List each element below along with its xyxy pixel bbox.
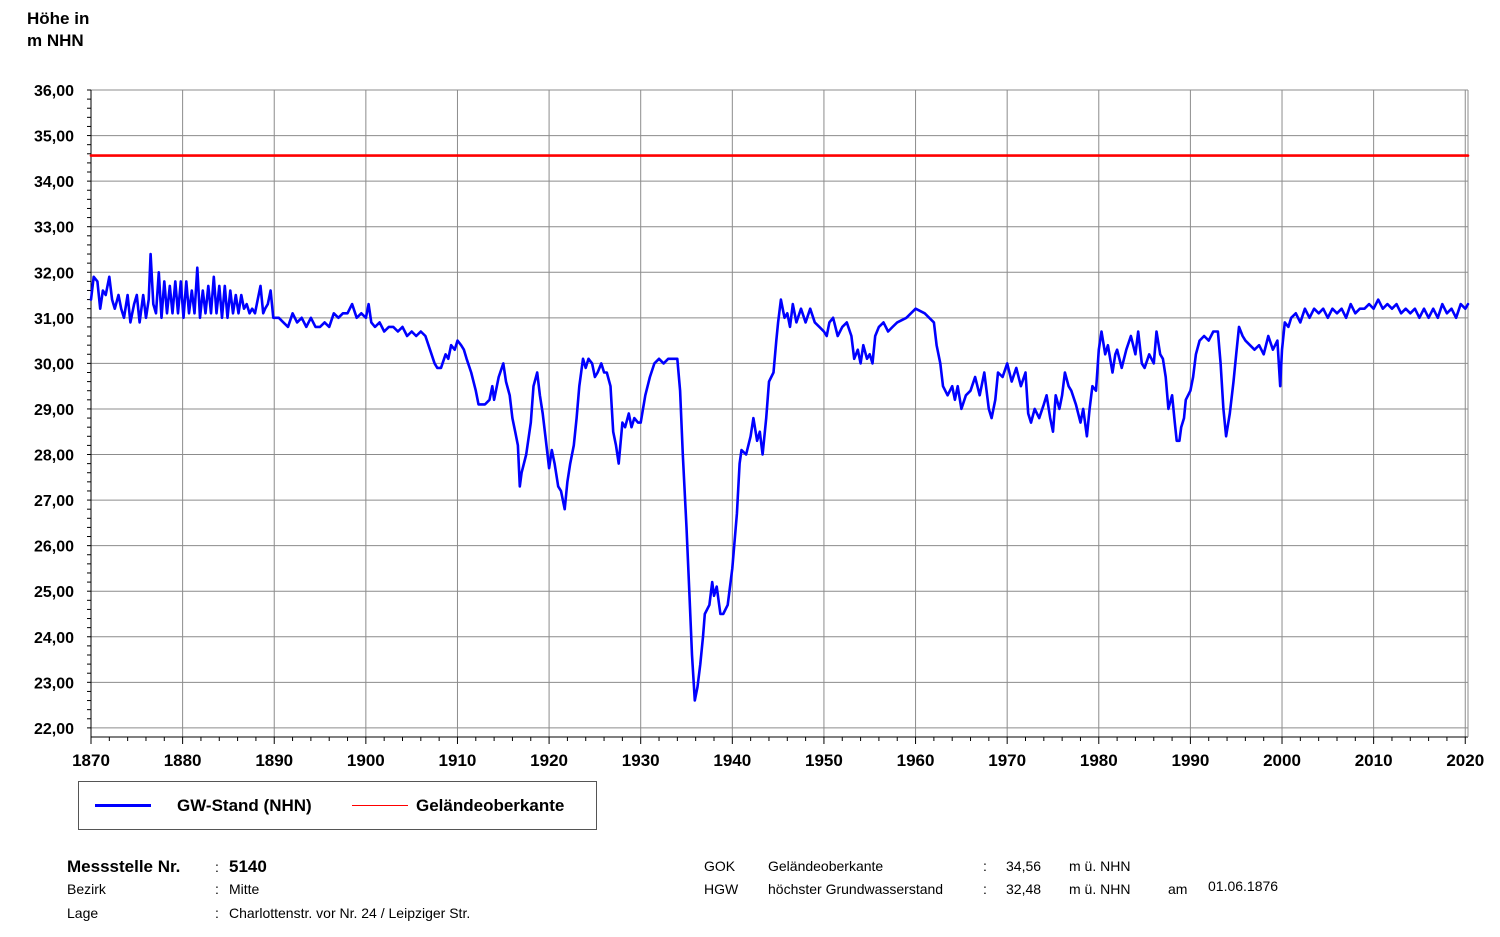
y-axis-title: Höhe in m NHN [27,8,89,52]
y-tick-label: 22,00 [34,721,74,738]
x-tick-label: 2010 [1355,751,1393,770]
y-tick-label: 26,00 [34,539,74,556]
y-tick-label: 36,00 [34,83,74,100]
hgw-abbr: HGW [704,881,739,897]
district-value: Mitte [229,881,260,897]
x-tick-label: 1920 [530,751,568,770]
x-tick-label: 1930 [622,751,660,770]
location-label: Lage [67,905,99,921]
legend-swatch-gw-stand [95,804,151,807]
y-tick-label: 35,00 [34,129,74,146]
y-tick-label: 31,00 [34,311,74,328]
x-tick-label: 1980 [1080,751,1118,770]
gok-value: 34,56 [1006,858,1042,874]
hgw-am: am [1168,881,1188,897]
chart-axes [87,89,1469,744]
chart-legend: GW-Stand (NHN) Geländeoberkante [78,781,597,830]
gok-label: Geländeoberkante [768,858,884,874]
y-tick-label: 27,00 [34,493,74,510]
legend-swatch-gelaendeoberkante [352,805,408,806]
x-tick-label: 1870 [72,751,110,770]
x-tick-label: 2020 [1446,751,1484,770]
station-label: Messstelle Nr. [67,857,181,876]
hgw-label: höchster Grundwasserstand [768,881,944,897]
district-sep: : [215,881,219,897]
gok-sep: : [983,858,987,874]
legend-item-gelaendeoberkante: Geländeoberkante [352,782,564,829]
chart-series [89,154,1470,702]
y-tick-label: 25,00 [34,584,74,601]
legend-label-gw-stand: GW-Stand (NHN) [177,795,312,815]
y-tick-label: 33,00 [34,220,74,237]
gok-abbr: GOK [704,858,736,874]
y-tick-label: 29,00 [34,402,74,419]
x-tick-label: 1960 [897,751,935,770]
x-tick-label: 1910 [439,751,477,770]
x-tick-label: 1950 [805,751,843,770]
x-tick-label: 1880 [164,751,202,770]
hgw-date: 01.06.1876 [1208,878,1279,894]
y-axis-title-line-1: Höhe in [27,9,90,28]
location-value: Charlottenstr. vor Nr. 24 / Leipziger St… [229,905,471,921]
x-tick-label: 1970 [988,751,1026,770]
gok-unit: m ü. NHN [1069,858,1131,874]
station-value: 5140 [229,857,267,876]
x-tick-label: 1890 [255,751,293,770]
hgw-value: 32,48 [1006,881,1042,897]
y-tick-label: 34,00 [34,174,74,191]
hgw-unit: m ü. NHN [1069,881,1131,897]
legend-label-gelaendeoberkante: Geländeoberkante [416,795,565,815]
chart-grid [90,89,1468,737]
hgw-sep: : [983,881,987,897]
location-sep: : [215,905,219,921]
station-sep: : [215,859,219,875]
y-tick-label: 30,00 [34,356,74,373]
y-tick-label: 23,00 [34,675,74,692]
series-line-gw-stand [89,252,1470,702]
x-tick-label: 2000 [1263,751,1301,770]
legend-item-gw-stand: GW-Stand (NHN) [95,782,312,829]
y-tick-label: 28,00 [34,448,74,465]
x-tick-label: 1990 [1171,751,1209,770]
district-label: Bezirk [67,881,106,897]
x-tick-label: 1900 [347,751,385,770]
chart-tick-labels: 36,00 35,00 34,00 33,00 32,00 31,00 30,00 29,00… [34,83,1484,770]
x-tick-label: 1940 [713,751,751,770]
y-tick-label: 32,00 [34,265,74,282]
y-axis-title-line-2: m NHN [27,31,84,50]
y-tick-label: 24,00 [34,630,74,647]
